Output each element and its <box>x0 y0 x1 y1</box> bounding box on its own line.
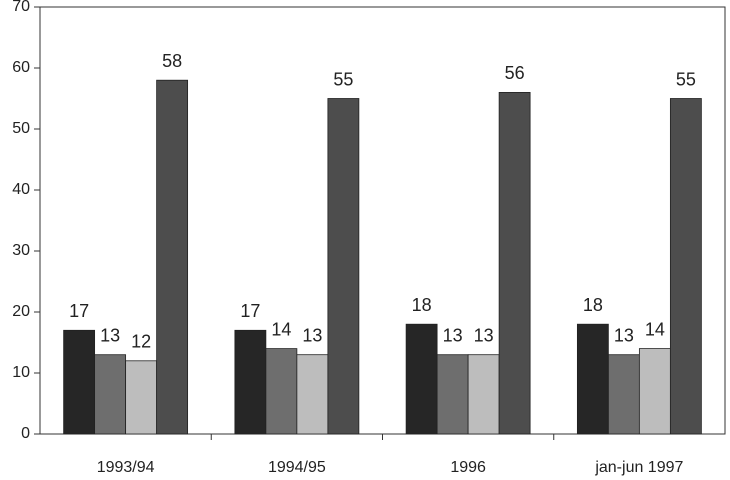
value-label: 56 <box>505 63 525 83</box>
y-tick-label: 40 <box>12 181 30 198</box>
value-label: 17 <box>240 301 260 321</box>
bar <box>156 79 189 435</box>
value-label: 14 <box>645 319 665 339</box>
bar <box>576 323 609 435</box>
bar <box>436 354 469 435</box>
x-tick-label: jan-jun 1997 <box>594 459 683 476</box>
bar <box>327 98 360 435</box>
x-tick-label: 1994/95 <box>268 459 326 476</box>
y-tick-label: 20 <box>12 303 30 320</box>
value-label: 13 <box>614 325 634 345</box>
y-tick-label: 0 <box>21 425 30 442</box>
bar <box>669 98 702 435</box>
bar <box>405 323 438 435</box>
bar <box>265 348 298 435</box>
bar <box>607 354 640 435</box>
value-label: 17 <box>69 301 89 321</box>
value-label: 18 <box>412 295 432 315</box>
value-label: 14 <box>271 319 291 339</box>
y-tick-label: 30 <box>12 242 30 259</box>
y-tick-label: 50 <box>12 120 30 137</box>
bar <box>63 329 96 435</box>
value-label: 55 <box>333 69 353 89</box>
value-label: 18 <box>583 295 603 315</box>
value-label: 12 <box>131 332 151 352</box>
y-tick-label: 60 <box>12 59 30 76</box>
bar <box>638 348 671 435</box>
x-tick-label: 1996 <box>450 459 486 476</box>
value-label: 13 <box>302 325 322 345</box>
x-tick-label: 1993/94 <box>97 459 155 476</box>
bar <box>234 329 267 435</box>
bar <box>125 360 158 435</box>
value-label: 13 <box>474 325 494 345</box>
value-label: 13 <box>100 325 120 345</box>
y-tick-label: 10 <box>12 364 30 381</box>
y-tick-label: 70 <box>12 0 30 15</box>
value-label: 58 <box>162 51 182 71</box>
bar <box>467 354 500 435</box>
value-label: 55 <box>676 69 696 89</box>
bar <box>94 354 127 435</box>
bar <box>296 354 329 435</box>
value-label: 13 <box>443 325 463 345</box>
bar <box>498 92 531 435</box>
